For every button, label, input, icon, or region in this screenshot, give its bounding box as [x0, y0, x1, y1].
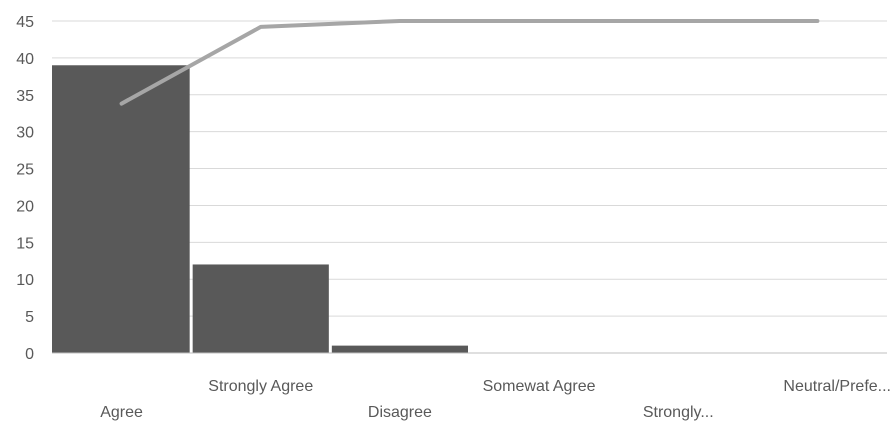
y-tick-label: 45 — [16, 14, 34, 31]
y-tick-label: 5 — [25, 309, 34, 326]
bar-0 — [52, 65, 190, 354]
y-tick-label: 20 — [16, 198, 34, 215]
bar-1 — [192, 264, 329, 353]
cumulative-line — [119, 19, 820, 106]
y-tick-label: 35 — [16, 88, 34, 105]
y-tick-label: 30 — [16, 125, 34, 142]
category-label: Strongly Agree — [208, 378, 313, 395]
category-label: Somewat Agree — [483, 378, 596, 395]
y-tick-label: 10 — [16, 272, 34, 289]
category-label: Strongly... — [643, 404, 714, 421]
bar-2 — [331, 345, 468, 353]
y-tick-label: 25 — [16, 162, 34, 179]
y-tick-label: 40 — [16, 51, 34, 68]
category-label: Neutral/Prefe... — [783, 378, 891, 395]
cumulative-line-series — [119, 19, 820, 106]
y-axis-tick-labels: 0 5 10 15 20 25 30 35 40 45 — [16, 14, 34, 363]
category-label: Disagree — [368, 404, 432, 421]
y-tick-label: 0 — [25, 346, 34, 363]
category-labels: Agree Strongly Agree Disagree Somewat Agree… — [100, 378, 891, 421]
category-label: Agree — [100, 404, 143, 421]
y-tick-label: 15 — [16, 235, 34, 252]
bar-series — [52, 65, 468, 354]
